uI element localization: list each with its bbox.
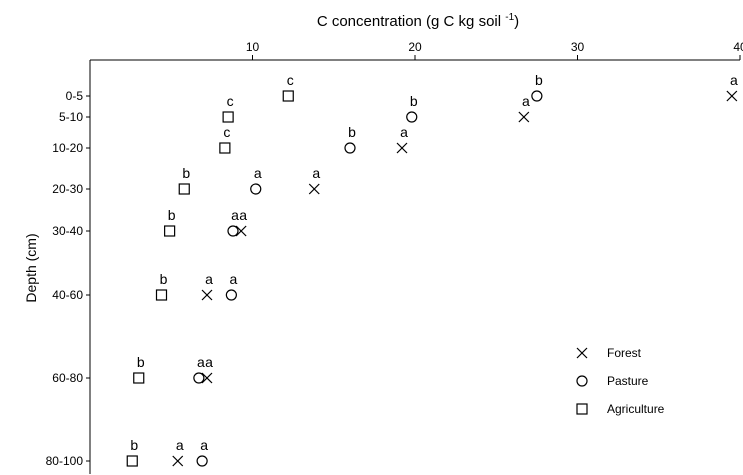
- forest-point: [518, 111, 530, 123]
- agriculture-significance-label: b: [137, 354, 145, 370]
- pasture-significance-label: b: [535, 72, 543, 88]
- forest-significance-label: a: [312, 165, 320, 181]
- agriculture-point: [155, 289, 168, 301]
- legend-agriculture-marker: [576, 403, 588, 415]
- forest-point: [726, 90, 738, 102]
- x-tick-label: 20: [408, 40, 422, 54]
- forest-significance-label: a: [205, 354, 213, 370]
- forest-significance-label: a: [239, 207, 247, 223]
- pasture-point: [250, 183, 262, 195]
- forest-point: [235, 225, 247, 237]
- y-axis-label: Depth (cm): [23, 233, 39, 302]
- y-tick-label: 40-60: [52, 288, 83, 302]
- agriculture-point: [133, 372, 145, 384]
- pasture-point: [193, 372, 205, 384]
- pasture-significance-label: b: [410, 93, 418, 109]
- legend-forest-label: Forest: [607, 346, 642, 360]
- agriculture-significance-label: c: [223, 124, 230, 140]
- agriculture-significance-label: c: [287, 72, 294, 88]
- forest-significance-label: a: [730, 72, 738, 88]
- x-tick-label: 40: [733, 40, 743, 54]
- chart-title: C concentration (g C kg soil -1): [317, 12, 519, 30]
- x-tick-label: 30: [571, 40, 585, 54]
- y-tick-label: 60-80: [52, 371, 83, 385]
- legend-pasture-label: Pasture: [607, 374, 649, 388]
- pasture-significance-label: a: [254, 165, 262, 181]
- agriculture-significance-label: b: [130, 437, 138, 453]
- pasture-point: [344, 142, 356, 154]
- forest-point-stroke: [396, 142, 408, 154]
- pasture-significance-label: b: [348, 124, 356, 140]
- agriculture-point: [282, 90, 294, 102]
- agriculture-significance-label: b: [182, 165, 190, 181]
- forest-point-stroke: [518, 111, 530, 123]
- x-tick-label: 10: [246, 40, 260, 54]
- pasture-point: [531, 90, 543, 102]
- forest-point-stroke: [172, 455, 184, 467]
- agriculture-point: [219, 142, 231, 154]
- legend-forest-marker: [576, 347, 588, 359]
- forest-significance-label: a: [400, 124, 408, 140]
- y-tick-label: 80-100: [46, 454, 84, 468]
- y-tick-label: 30-40: [52, 224, 83, 238]
- y-tick-label: 20-30: [52, 182, 83, 196]
- forest-significance-label: a: [522, 93, 530, 109]
- pasture-significance-label: a: [200, 437, 208, 453]
- forest-point: [201, 289, 213, 301]
- agriculture-point: [164, 225, 176, 237]
- pasture-significance-label: a: [229, 271, 237, 287]
- pasture-significance-label: a: [197, 354, 205, 370]
- pasture-point: [406, 111, 418, 123]
- forest-point: [201, 372, 213, 384]
- y-tick-label: 0-5: [66, 89, 84, 103]
- forest-point: [172, 455, 184, 467]
- y-tick-label: 10-20: [52, 141, 83, 155]
- y-tick-label: 5-10: [59, 110, 83, 124]
- forest-point-stroke: [308, 183, 320, 195]
- forest-point-stroke: [235, 225, 247, 237]
- agriculture-point: [126, 455, 138, 467]
- legend-agriculture-label: Agriculture: [607, 402, 665, 416]
- legend: Forest Pasture Agriculture: [576, 346, 665, 416]
- forest-point: [396, 142, 408, 154]
- agriculture-point: [222, 111, 234, 123]
- agriculture-significance-label: b: [168, 207, 176, 223]
- legend-pasture-marker: [576, 375, 588, 387]
- agriculture-significance-label: c: [227, 93, 234, 109]
- forest-point-stroke: [201, 372, 213, 384]
- pasture-point: [227, 225, 239, 237]
- pasture-significance-label: a: [231, 207, 239, 223]
- forest-significance-label: a: [176, 437, 184, 453]
- pasture-point: [196, 455, 208, 467]
- forest-point: [308, 183, 320, 195]
- legend-forest-marker-stroke: [576, 347, 588, 359]
- pasture-point: [225, 289, 237, 301]
- axes: C concentration (g C kg soil -1) 10 20 30 4 0…: [23, 12, 743, 474]
- forest-significance-label: a: [205, 271, 213, 287]
- forest-point-stroke: [201, 289, 213, 301]
- forest-point-stroke: [726, 90, 738, 102]
- agriculture-point: [178, 183, 190, 195]
- agriculture-significance-label: b: [160, 271, 168, 287]
